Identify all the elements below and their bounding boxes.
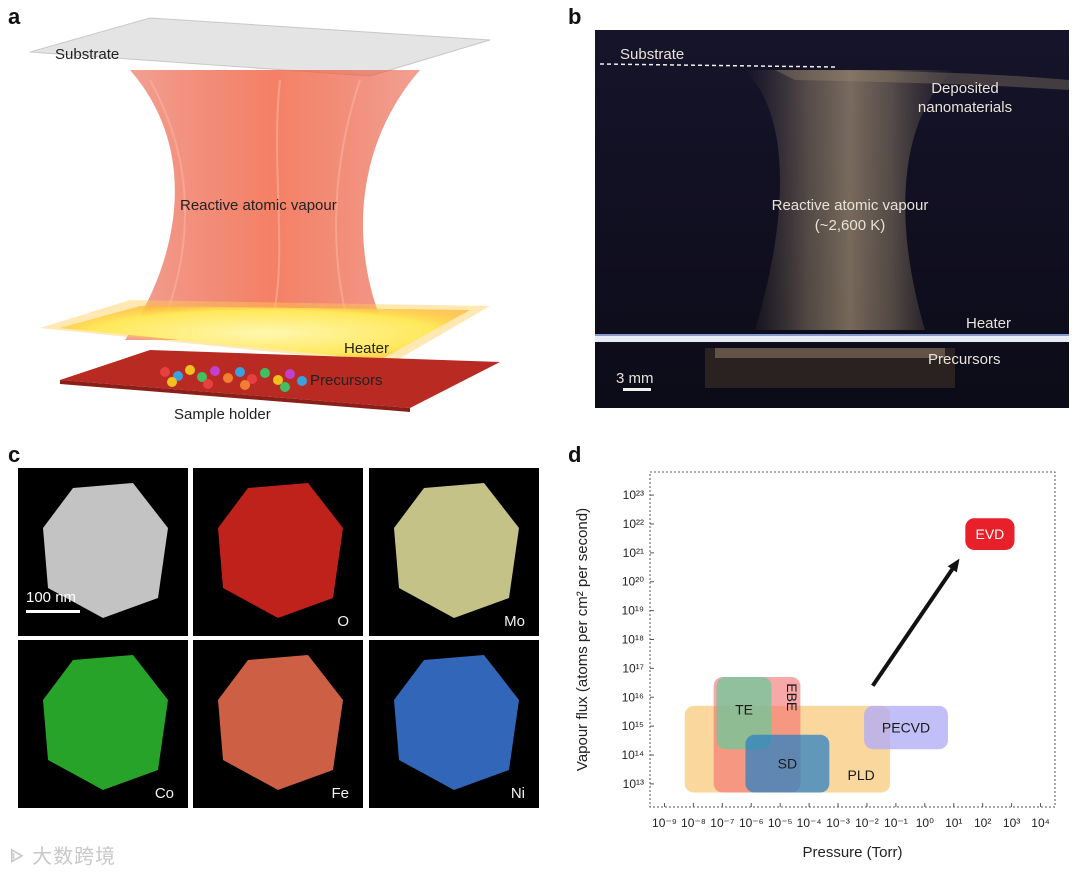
substrate-label-b: Substrate xyxy=(620,46,685,63)
holder-label-a: Sample holder xyxy=(174,406,271,423)
region-label-pecvd: PECVD xyxy=(882,720,930,736)
element-label: Co xyxy=(154,785,174,802)
region-label-ebe: EBE xyxy=(784,683,800,711)
panel-label-a: a xyxy=(8,4,21,29)
eds-map-tile: Co xyxy=(18,640,188,808)
x-tick-label: 10⁻⁸ xyxy=(681,816,706,830)
element-label: O xyxy=(337,613,349,630)
x-tick-label: 10⁻⁹ xyxy=(652,816,677,830)
x-tick-label: 10⁻⁷ xyxy=(710,816,734,830)
apparatus-illustration xyxy=(30,17,500,412)
y-tick-label: 10²² xyxy=(623,517,644,531)
region-label-evd: EVD xyxy=(976,526,1005,542)
particle-map xyxy=(394,655,519,790)
precursor-particles xyxy=(160,365,307,392)
vapour-label-b: Reactive atomic vapour xyxy=(771,197,929,214)
x-tick-label: 10⁻³ xyxy=(826,816,850,830)
scale-bar-c xyxy=(26,610,80,613)
y-tick-label: 10²³ xyxy=(623,488,644,502)
element-label: Ni xyxy=(510,785,525,802)
eds-map-tile: O xyxy=(193,468,363,636)
x-tick-label: 10⁻¹ xyxy=(884,816,908,830)
trend-arrow-shaft xyxy=(871,566,955,687)
y-tick-label: 10¹³ xyxy=(623,777,644,791)
y-tick-label: 10¹⁵ xyxy=(622,719,644,733)
particle-map xyxy=(43,655,168,790)
eds-map-tile: Fe xyxy=(193,640,363,808)
y-tick-label: 10²¹ xyxy=(623,546,644,560)
vapour-photograph xyxy=(595,30,1069,408)
heater-label-b: Heater xyxy=(966,315,1012,332)
particle-map xyxy=(394,483,519,618)
region-label-pld: PLD xyxy=(848,767,875,783)
x-tick-label: 10³ xyxy=(1003,816,1020,830)
particle-map xyxy=(218,655,343,790)
vapour-flux-chart: PLD EBE TE SD PECVD EVD 10⁻⁹ 10⁻⁸ 10⁻⁷ 10⁻⁶ 10⁻⁵ 1… xyxy=(574,471,1056,861)
scale-label-c: 100 nm xyxy=(26,589,77,606)
region-sd xyxy=(745,734,830,793)
x-tick-label: 10¹ xyxy=(945,816,962,830)
precursors-label-a: Precursors xyxy=(310,372,383,389)
x-tick-label: 10⁻⁵ xyxy=(768,816,793,830)
region-pecvd xyxy=(864,705,948,750)
y-tick-label: 10²⁰ xyxy=(622,575,644,589)
eds-map-tile xyxy=(18,468,188,636)
panel-label-d: d xyxy=(568,442,582,467)
panel-label-b: b xyxy=(568,4,582,29)
scale-label-b: 3 mm xyxy=(616,370,654,387)
region-evd xyxy=(965,518,1015,550)
deposited-label-b: Deposited nanomaterials xyxy=(917,80,1013,116)
y-tick-label: 10¹⁸ xyxy=(622,633,644,647)
x-tick-label: 10⁻⁴ xyxy=(797,816,822,830)
y-tick-label: 10¹⁹ xyxy=(622,604,644,618)
element-label: Mo xyxy=(504,613,525,630)
x-axis-label: Pressure (Torr) xyxy=(802,844,902,861)
x-tick-label: 10⁴ xyxy=(1031,816,1050,830)
region-label-sd: SD xyxy=(778,756,797,772)
heater-label-a: Heater xyxy=(344,340,390,357)
y-tick-label: 10¹⁷ xyxy=(622,661,644,675)
y-axis-label: Vapour flux (atoms per cm² per second) xyxy=(574,508,591,771)
particle-map xyxy=(218,483,343,618)
region-te xyxy=(716,677,772,750)
x-tick-label: 10⁰ xyxy=(916,816,934,830)
eds-map-tile: Ni xyxy=(369,640,539,808)
y-tick-label: 10¹⁴ xyxy=(622,748,645,762)
y-tick-label: 10¹⁶ xyxy=(622,690,644,704)
x-tick-label: 10⁻⁶ xyxy=(739,816,764,830)
vapour-temp-label-b: (~2,600 K) xyxy=(814,217,886,234)
panel-label-c: c xyxy=(8,442,21,467)
trend-arrow-head xyxy=(947,558,960,573)
vapour-label-a: Reactive atomic vapour xyxy=(180,197,337,214)
precursors-label-b: Precursors xyxy=(928,351,1001,368)
element-label: Fe xyxy=(331,785,349,802)
x-tick-label: 10⁻² xyxy=(855,816,879,830)
particle-map xyxy=(43,483,168,618)
substrate-label-a: Substrate xyxy=(55,46,120,63)
eds-map-tile: Mo xyxy=(369,468,539,636)
watermark-logo-icon: ᐈ xyxy=(10,846,26,868)
region-label-te: TE xyxy=(735,702,753,718)
watermark: ᐈ 大数跨境 xyxy=(10,846,117,868)
x-tick-label: 10² xyxy=(974,816,991,830)
